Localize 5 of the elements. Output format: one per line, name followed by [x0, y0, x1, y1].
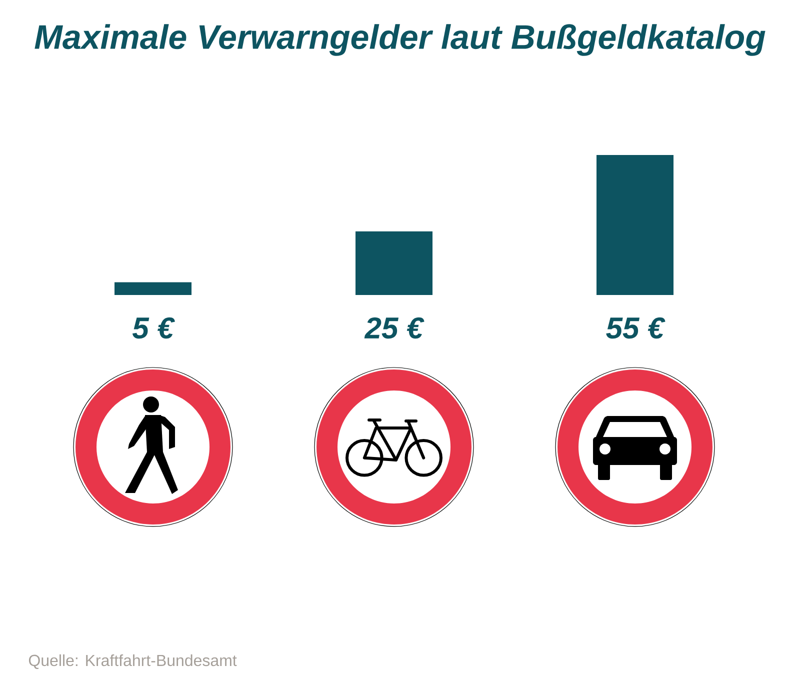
- data-label: 25 €: [364, 317, 424, 339]
- data-label: 55 €: [606, 317, 666, 339]
- source-note: Quelle: Kraftfahrt-Bundesamt: [28, 654, 237, 669]
- data-label: 5 €: [132, 317, 175, 339]
- chart-title: Maximale Verwarngelder laut Bußgeldkatalog: [34, 24, 766, 56]
